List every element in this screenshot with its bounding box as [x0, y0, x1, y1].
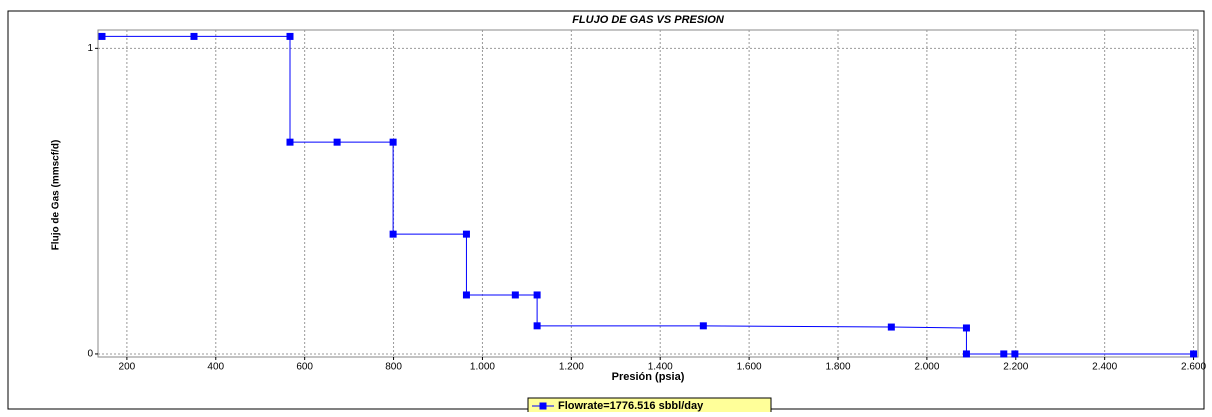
y-axis-label: Flujo de Gas (mmscf/d)	[51, 140, 62, 251]
x-tick-label: 200	[119, 362, 136, 373]
legend-label: Flowrate=1776.516 sbbl/day	[558, 400, 704, 412]
marker	[389, 138, 397, 146]
marker	[1000, 350, 1008, 358]
x-tick-label: 1.000	[470, 362, 495, 373]
marker	[1190, 350, 1198, 358]
legend-marker	[539, 402, 547, 410]
x-tick-label: 1.800	[825, 362, 850, 373]
marker	[533, 322, 541, 330]
x-axis-label: Presión (psia)	[612, 371, 685, 383]
marker	[511, 291, 519, 299]
marker	[962, 350, 970, 358]
plot-area	[97, 29, 1199, 358]
y-tick-label: 0	[87, 349, 93, 360]
x-tick-label: 2.400	[1092, 362, 1117, 373]
marker	[887, 323, 895, 331]
marker	[533, 291, 541, 299]
x-tick-label: 2.200	[1003, 362, 1028, 373]
x-tick-label: 1.200	[559, 362, 584, 373]
marker	[699, 322, 707, 330]
marker	[389, 230, 397, 238]
marker	[286, 138, 294, 146]
x-tick-label: 1.400	[648, 362, 673, 373]
marker	[1011, 350, 1019, 358]
x-tick-label: 2.600	[1181, 362, 1206, 373]
marker	[462, 291, 470, 299]
marker	[462, 230, 470, 238]
marker	[286, 32, 294, 40]
marker	[190, 32, 198, 40]
x-tick-label: 400	[207, 362, 224, 373]
x-tick-label: 2.000	[914, 362, 939, 373]
x-tick-label: 600	[296, 362, 313, 373]
marker	[962, 324, 970, 332]
chart-title: FLUJO DE GAS VS PRESION	[572, 14, 725, 26]
marker	[333, 138, 341, 146]
marker	[98, 32, 106, 40]
x-tick-label: 1.600	[737, 362, 762, 373]
y-tick-label: 1	[87, 43, 93, 54]
x-tick-label: 800	[385, 362, 402, 373]
